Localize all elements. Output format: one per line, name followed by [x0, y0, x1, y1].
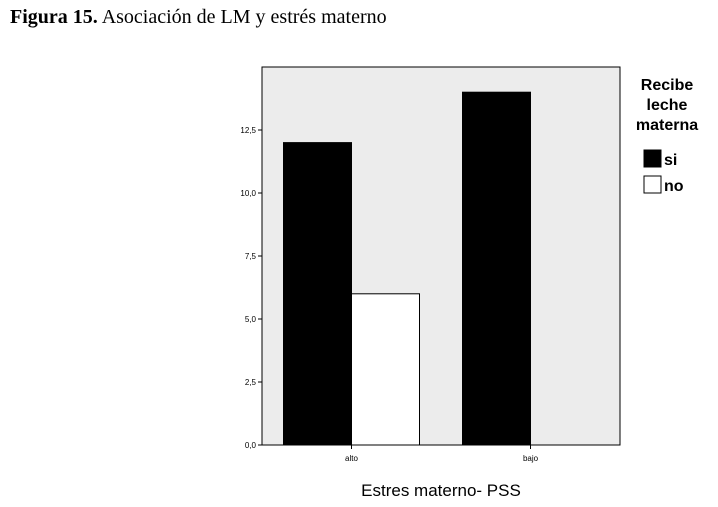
- bar-si-alto: [283, 142, 352, 446]
- legend-swatch-no: [643, 175, 662, 194]
- figure-number: Figura 15.: [10, 6, 98, 28]
- bars-group: [283, 91, 531, 446]
- legend-label-no: no: [664, 178, 684, 195]
- y-tick-label: 0,0: [245, 441, 257, 450]
- y-axis: 0,0 2,5 5,0 7,5 10,0 12,5: [240, 126, 262, 450]
- x-axis: alto bajo: [345, 445, 539, 463]
- y-tick-label: 2,5: [245, 378, 257, 387]
- figure-caption: Figura 15. Asociación de LM y estrés mat…: [10, 6, 387, 29]
- legend-swatch-si: [643, 149, 662, 168]
- legend-title-line: Recibe: [641, 77, 694, 94]
- legend: Recibe leche materna si no: [636, 77, 698, 195]
- x-axis-title: Estres materno- PSS: [361, 481, 521, 500]
- bar-si-bajo: [462, 91, 531, 446]
- legend-label-si: si: [664, 152, 677, 169]
- y-tick-label: 10,0: [240, 189, 256, 198]
- x-tick-label: bajo: [523, 454, 539, 463]
- y-tick-label: 12,5: [240, 126, 256, 135]
- legend-title-line: leche: [647, 97, 688, 114]
- y-tick-label: 7,5: [245, 252, 257, 261]
- figure-title: Asociación de LM y estrés materno: [101, 6, 387, 28]
- x-tick-label: alto: [345, 454, 358, 463]
- legend-title-line: materna: [636, 117, 698, 134]
- bar-no-alto: [351, 293, 420, 446]
- y-tick-label: 5,0: [245, 315, 257, 324]
